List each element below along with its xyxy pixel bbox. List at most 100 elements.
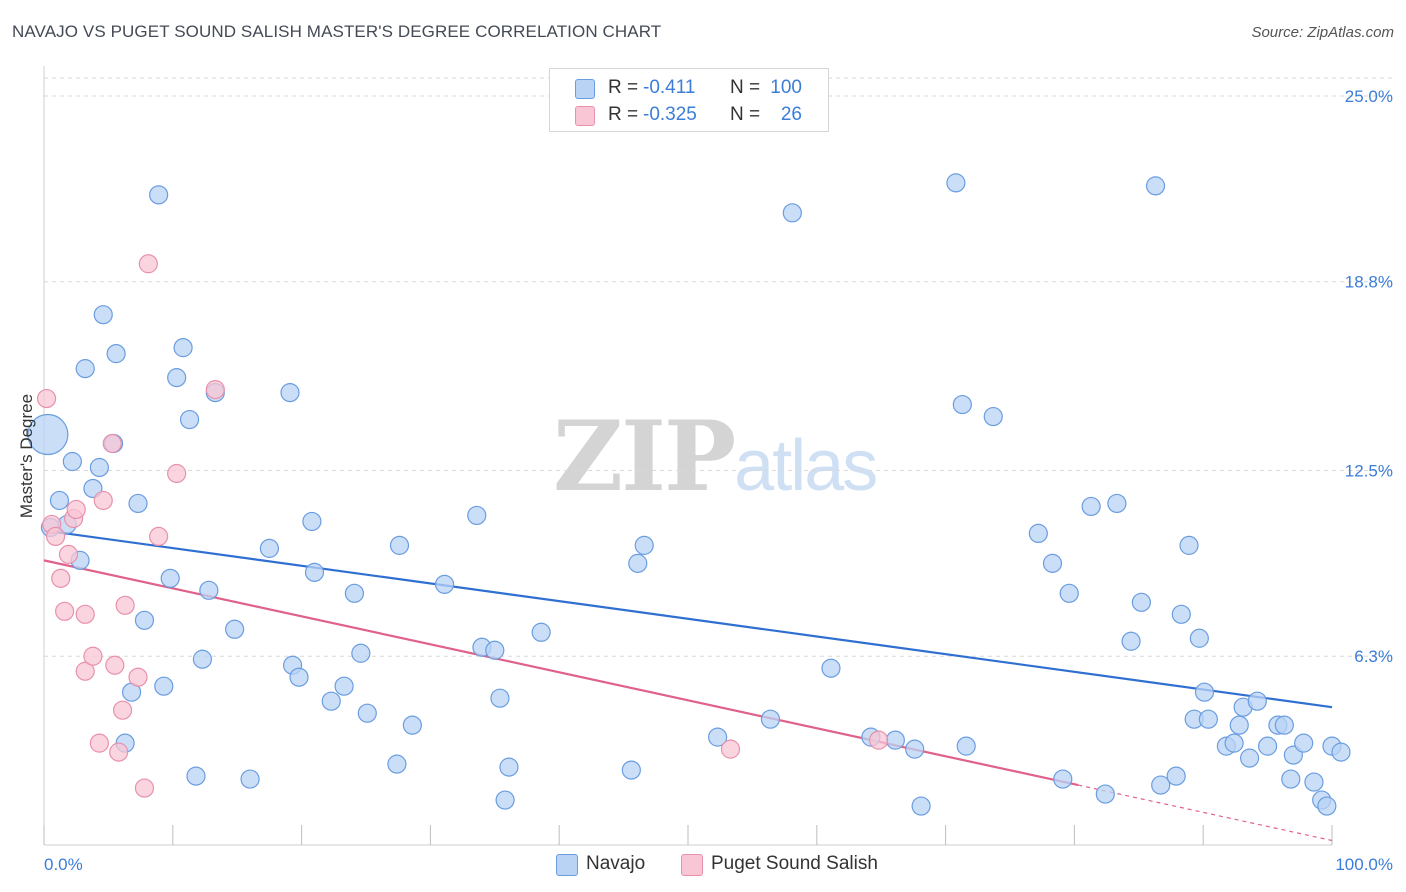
navajo-point xyxy=(1274,715,1294,735)
r-label: R = xyxy=(608,77,639,98)
navajo-point xyxy=(1224,733,1244,753)
navajo-point xyxy=(389,535,410,555)
navajo-point xyxy=(62,451,82,472)
navajo-point xyxy=(1317,796,1337,816)
navajo-swatch xyxy=(556,854,578,876)
navajo-point xyxy=(186,766,206,786)
puget-point xyxy=(83,646,103,666)
y-tick-label: 25.0% xyxy=(1345,87,1393,106)
navajo-point xyxy=(89,457,109,478)
navajo-point xyxy=(621,760,641,780)
navajo-point xyxy=(280,382,300,403)
navajo-point xyxy=(304,562,325,582)
navajo-point xyxy=(760,709,781,729)
watermark-zip: ZIP xyxy=(553,400,736,513)
navajo-point xyxy=(160,568,180,588)
navajo-point xyxy=(106,344,126,364)
navajo-point xyxy=(1331,742,1351,762)
n-label: N = xyxy=(730,104,761,125)
navajo-point xyxy=(1059,583,1079,603)
puget-point xyxy=(720,739,741,759)
watermark: ZIPatlas xyxy=(553,400,878,513)
navajo-point xyxy=(634,535,654,555)
puget-point xyxy=(115,595,135,615)
navajo-point xyxy=(321,691,341,711)
navajo-point xyxy=(952,394,972,415)
navajo-point xyxy=(289,667,309,687)
navajo-point xyxy=(708,727,728,747)
navajo-point xyxy=(179,409,200,430)
navajo-point xyxy=(334,676,354,696)
puget-point xyxy=(134,778,155,798)
puget-point xyxy=(89,733,109,753)
legend-row-navajo: R = -0.411 N = 100 xyxy=(550,75,828,101)
navajo-trend-line xyxy=(43,529,1333,709)
navajo-point xyxy=(1053,769,1073,789)
navajo-point xyxy=(1166,766,1186,786)
navajo-point xyxy=(225,619,245,639)
navajo-point xyxy=(1028,523,1048,544)
navajo-point xyxy=(149,185,169,205)
navajo-point xyxy=(1239,748,1260,768)
data-points xyxy=(27,173,1351,816)
n-value: 100 xyxy=(770,77,802,98)
puget-point xyxy=(93,490,113,511)
x-tick-label-min: 0.0% xyxy=(44,855,83,874)
puget-point xyxy=(102,433,122,454)
navajo-point xyxy=(1107,493,1127,514)
navajo-point xyxy=(1229,715,1249,735)
puget-point xyxy=(55,601,75,621)
navajo-point xyxy=(885,730,905,750)
axes xyxy=(43,66,1333,846)
axis-labels: 6.3% 12.5% 18.8% 25.0% 0.0% 100.0% Master's De… xyxy=(17,87,1393,874)
navajo-point xyxy=(192,649,213,669)
navajo-point xyxy=(167,368,187,388)
navajo-point xyxy=(128,493,148,514)
navajo-point xyxy=(628,553,648,573)
navajo-point xyxy=(467,505,487,526)
navajo-point xyxy=(1198,709,1218,729)
navajo-point xyxy=(1121,631,1141,651)
navajo-point xyxy=(1042,553,1063,573)
navajo-point xyxy=(402,715,422,735)
navajo-point xyxy=(434,574,455,594)
n-value: 26 xyxy=(780,104,802,125)
navajo-swatch xyxy=(575,79,595,99)
puget-point xyxy=(149,526,169,547)
puget-swatch xyxy=(681,854,703,876)
y-tick-label: 6.3% xyxy=(1354,647,1393,666)
puget-point xyxy=(75,604,95,624)
puget-point xyxy=(128,667,148,687)
puget-point xyxy=(109,742,129,762)
puget-point xyxy=(105,655,125,675)
trend-lines xyxy=(43,529,1333,842)
puget-point xyxy=(112,700,133,720)
navajo-point xyxy=(27,413,69,456)
navajo-point xyxy=(1189,628,1209,648)
navajo-point xyxy=(1304,772,1324,792)
y-axis-title: Master's Degree xyxy=(17,394,36,518)
y-tick-label: 12.5% xyxy=(1345,461,1393,480)
navajo-point xyxy=(387,754,407,774)
navajo-point xyxy=(821,658,841,678)
navajo-point xyxy=(1131,592,1151,612)
navajo-point xyxy=(782,203,802,223)
navajo-point xyxy=(154,676,174,696)
navajo-point xyxy=(199,580,219,600)
navajo-point xyxy=(1171,604,1191,624)
navajo-point xyxy=(485,640,505,660)
navajo-point xyxy=(905,739,925,759)
navajo-point xyxy=(49,490,70,511)
navajo-point xyxy=(1151,775,1171,795)
navajo-point xyxy=(1257,736,1278,756)
navajo-point xyxy=(302,511,322,532)
puget-point xyxy=(58,544,79,564)
puget-point xyxy=(51,568,71,588)
navajo-point xyxy=(911,796,931,816)
puget-point xyxy=(36,388,57,409)
puget-point xyxy=(66,499,86,520)
navajo-point xyxy=(983,406,1003,427)
puget-trend-extension xyxy=(1078,784,1333,842)
n-label: N = xyxy=(730,77,761,98)
